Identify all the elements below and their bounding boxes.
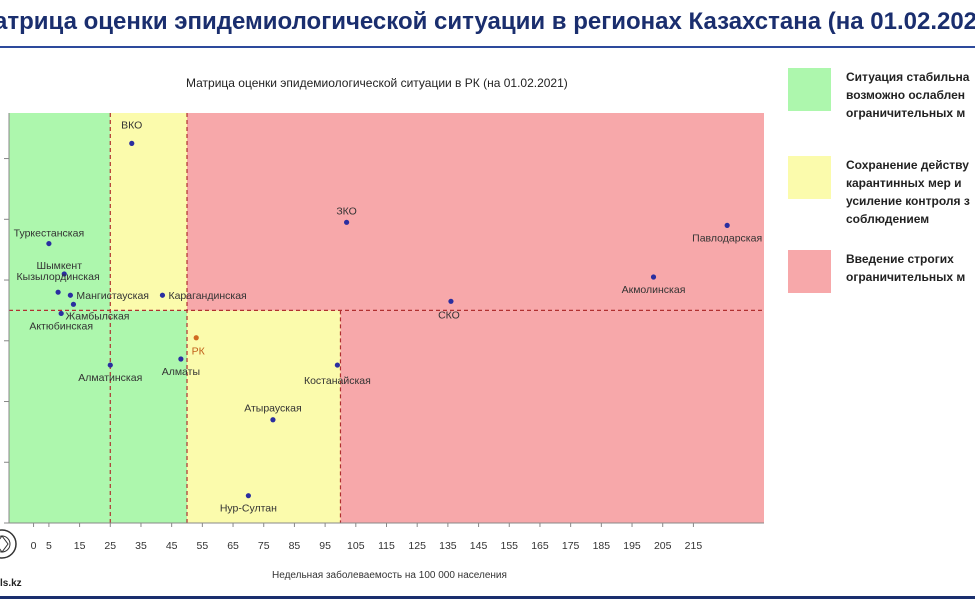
chart-title: Матрица оценки эпидемиологической ситуац… [186,76,568,90]
data-point [270,417,276,423]
header-divider [0,46,975,48]
data-point [448,298,454,304]
point-label: Туркестанская [14,228,85,240]
point-label: Карагандинская [168,290,246,302]
point-label: Алматинская [78,372,142,384]
x-tick-label: 15 [74,540,86,552]
footer-divider [0,596,975,599]
point-label: СКО [438,309,460,321]
point-label: Шымкент [36,260,82,272]
legend-text: Введение строгих ограничительных м [846,252,966,284]
data-point [46,240,52,247]
legend-swatch [788,68,831,111]
x-tick-label: 125 [408,540,426,552]
data-point [344,219,350,225]
data-point [129,140,135,146]
data-point [61,271,67,277]
page-header: атрица оценки эпидемиологической ситуаци… [0,0,975,48]
x-tick-label: 65 [227,540,239,552]
x-tick-label: 145 [470,540,488,552]
data-point [107,362,113,368]
point-label: Костанайская [304,375,371,387]
legend-text: Сохранение действу карантинных мер и уси… [846,158,970,226]
legend-text: Ситуация стабильна возможно ослаблен огр… [846,70,970,120]
point-label: ВКО [121,119,142,131]
x-tick-label: 25 [104,540,116,552]
x-tick-label: 55 [197,540,209,552]
point-label: Актюбинская [29,320,93,332]
x-tick-label: 135 [439,540,457,552]
zone-area [9,113,111,311]
legend-swatch [788,156,831,199]
data-point [55,289,61,295]
point-label: Нур-Султан [220,503,277,515]
zone-area [110,113,188,311]
data-point [650,274,657,280]
x-tick-label: 5 [46,540,52,552]
x-tick-label: 75 [258,540,270,552]
x-tick-label: 155 [500,540,518,552]
point-label: Павлодарская [692,232,762,244]
zone-area [187,113,765,311]
data-point [70,301,77,307]
x-tick-label: 185 [593,540,611,552]
x-tick-label: 115 [378,540,395,552]
x-axis-label: Недельная заболеваемость на 100 000 насе… [272,570,507,581]
x-tick-label: 45 [166,540,178,552]
point-label: ЗКО [336,205,357,217]
point-label: Мангистауская [76,290,149,302]
x-tick-label: 95 [319,540,331,552]
x-tick-label: 165 [531,540,549,552]
point-label: Акмолинская [622,284,686,296]
logo-emblem-icon [0,529,17,559]
point-label: Атырауская [244,403,301,415]
page-title: атрица оценки эпидемиологической ситуаци… [0,8,975,35]
data-point [178,356,184,362]
point-label: Жамбылская [65,310,129,322]
data-point [159,292,166,298]
x-tick-label: 85 [289,540,301,552]
data-point [334,362,340,368]
x-tick-label: 195 [623,540,641,552]
point-label: Алматы [162,366,200,378]
x-tick-label: 205 [654,540,672,552]
data-point [724,222,730,228]
zone-area [9,310,188,523]
legend-swatch [788,250,831,293]
x-tick-label: 215 [685,540,703,552]
x-tick-label: 0 [31,540,37,552]
data-point [58,310,64,317]
data-point [67,292,73,298]
logo-text: ls.kz [0,578,22,589]
data-point [193,335,199,341]
x-tick-label: 175 [562,540,580,552]
point-label: Кызылординская [17,271,100,283]
x-tick-label: 35 [135,540,147,552]
point-label: РК [192,346,206,358]
zone-area [340,310,764,523]
zone-area [187,310,341,523]
x-tick-label: 105 [347,540,365,552]
data-point [245,493,251,499]
